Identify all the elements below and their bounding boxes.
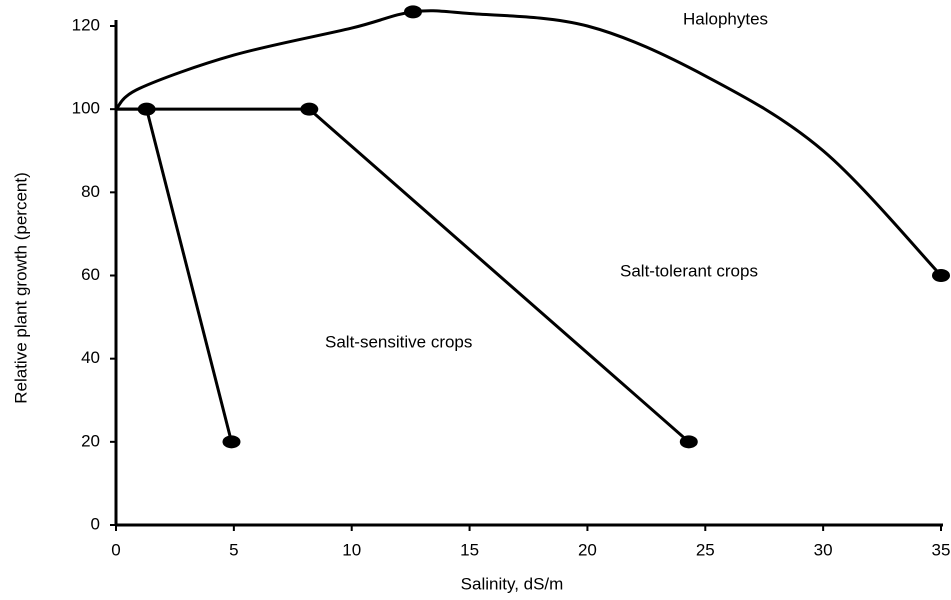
x-tick-label: 35 (932, 540, 951, 559)
x-tick-label: 10 (342, 540, 361, 559)
marker (679, 435, 698, 449)
y-tick-label: 120 (72, 15, 100, 34)
y-tick-label: 80 (81, 182, 100, 201)
y-tick-label: 60 (81, 265, 100, 284)
y-axis-label: Relative plant growth (percent) (11, 172, 30, 404)
y-tick-label: 100 (72, 99, 100, 118)
y-tick-label: 20 (81, 431, 100, 450)
marker (300, 102, 319, 116)
series-label: Salt-sensitive crops (325, 332, 472, 351)
series-line (116, 107, 233, 443)
marker (404, 5, 422, 19)
series-label: Halophytes (683, 9, 768, 28)
x-tick-label: 25 (696, 540, 715, 559)
x-tick-label: 30 (814, 540, 833, 559)
x-tick-label: 0 (111, 540, 120, 559)
series-label: Salt-tolerant crops (620, 261, 758, 280)
marker (137, 102, 156, 116)
x-tick-label: 15 (460, 540, 479, 559)
y-tick-label: 0 (91, 514, 100, 533)
marker (222, 435, 241, 449)
series-line (114, 9, 943, 277)
series-line (116, 107, 690, 443)
marker (932, 269, 950, 282)
y-tick-label: 40 (81, 348, 100, 367)
x-tick-label: 20 (578, 540, 597, 559)
x-axis-label: Salinity, dS/m (461, 574, 564, 593)
x-tick-label: 5 (229, 540, 238, 559)
